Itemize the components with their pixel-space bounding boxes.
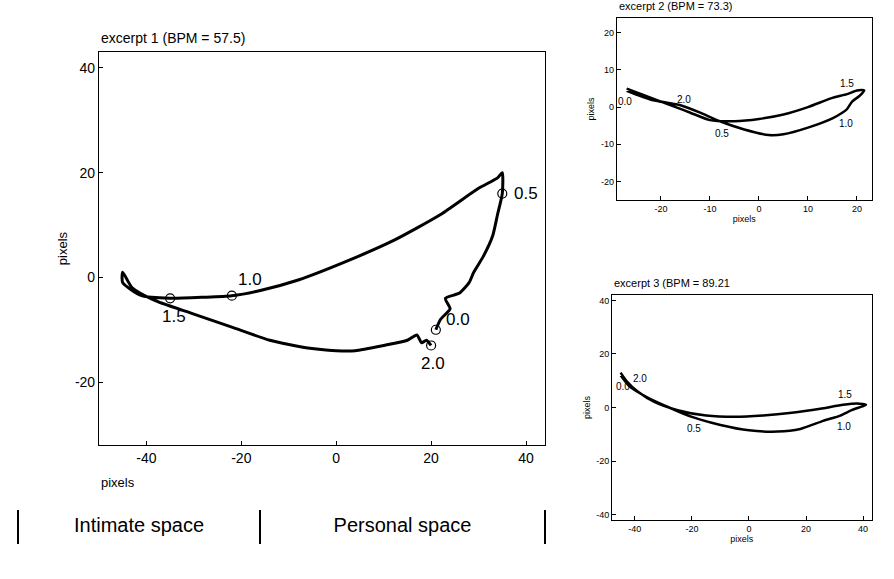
svg-text:pixels: pixels: [733, 214, 757, 224]
svg-text:40: 40: [80, 60, 96, 76]
svg-text:0.5: 0.5: [715, 128, 729, 139]
html-text:Personal space: Personal space: [333, 514, 472, 536]
svg-text:pixels: pixels: [101, 475, 135, 490]
svg-text:excerpt 1 (BPM = 57.5): excerpt 1 (BPM = 57.5): [101, 30, 245, 46]
svg-text:-20: -20: [654, 204, 667, 214]
svg-text:-40: -40: [628, 524, 641, 534]
svg-text:20: 20: [852, 204, 862, 214]
svg-text:0: 0: [604, 403, 609, 413]
svg-text:-40: -40: [596, 510, 609, 520]
svg-text:1.0: 1.0: [839, 118, 853, 129]
svg-text:10: 10: [803, 204, 813, 214]
svg-text:1.5: 1.5: [838, 389, 852, 400]
svg-text:0.5: 0.5: [687, 423, 701, 434]
svg-text:20: 20: [423, 450, 439, 466]
svg-text:pixels: pixels: [730, 534, 754, 544]
svg-text:20: 20: [599, 349, 609, 359]
svg-text:20: 20: [801, 524, 811, 534]
svg-text:0.0: 0.0: [618, 96, 632, 107]
svg-text:-20: -20: [596, 456, 609, 466]
svg-text:-20: -20: [601, 177, 614, 187]
html-text:Intimate space: Intimate space: [74, 514, 204, 536]
svg-text:0: 0: [87, 269, 95, 285]
svg-text:-40: -40: [136, 450, 156, 466]
svg-text:0: 0: [332, 450, 340, 466]
svg-text:40: 40: [518, 450, 534, 466]
svg-text:-10: -10: [703, 204, 716, 214]
svg-text:2.0: 2.0: [421, 354, 445, 373]
svg-text:-20: -20: [685, 524, 698, 534]
svg-text:40: 40: [858, 524, 868, 534]
svg-text:pixels: pixels: [586, 97, 596, 121]
svg-text:1.0: 1.0: [837, 421, 851, 432]
svg-text:0: 0: [756, 204, 761, 214]
svg-text:0.5: 0.5: [514, 184, 538, 203]
svg-text:pixels: pixels: [582, 395, 592, 419]
svg-text:0.0: 0.0: [446, 310, 470, 329]
svg-text:excerpt 2 (BPM = 73.3): excerpt 2 (BPM = 73.3): [619, 0, 732, 12]
svg-text:20: 20: [604, 28, 614, 38]
svg-text:0: 0: [746, 524, 751, 534]
svg-text:pixels: pixels: [55, 231, 70, 265]
svg-text:-20: -20: [231, 450, 251, 466]
svg-text:0: 0: [609, 102, 614, 112]
svg-text:-20: -20: [75, 374, 95, 390]
svg-text:1.5: 1.5: [840, 78, 854, 89]
svg-text:0.0: 0.0: [616, 381, 630, 392]
svg-text:1.0: 1.0: [238, 270, 262, 289]
svg-text:1.5: 1.5: [162, 307, 186, 326]
svg-text:20: 20: [80, 165, 96, 181]
svg-text:-10: -10: [601, 139, 614, 149]
svg-text:40: 40: [599, 296, 609, 306]
svg-text:excerpt 3 (BPM = 89.21: excerpt 3 (BPM = 89.21: [614, 277, 730, 289]
svg-text:2.0: 2.0: [677, 94, 691, 105]
svg-text:2.0: 2.0: [633, 373, 647, 384]
svg-text:10: 10: [604, 65, 614, 75]
